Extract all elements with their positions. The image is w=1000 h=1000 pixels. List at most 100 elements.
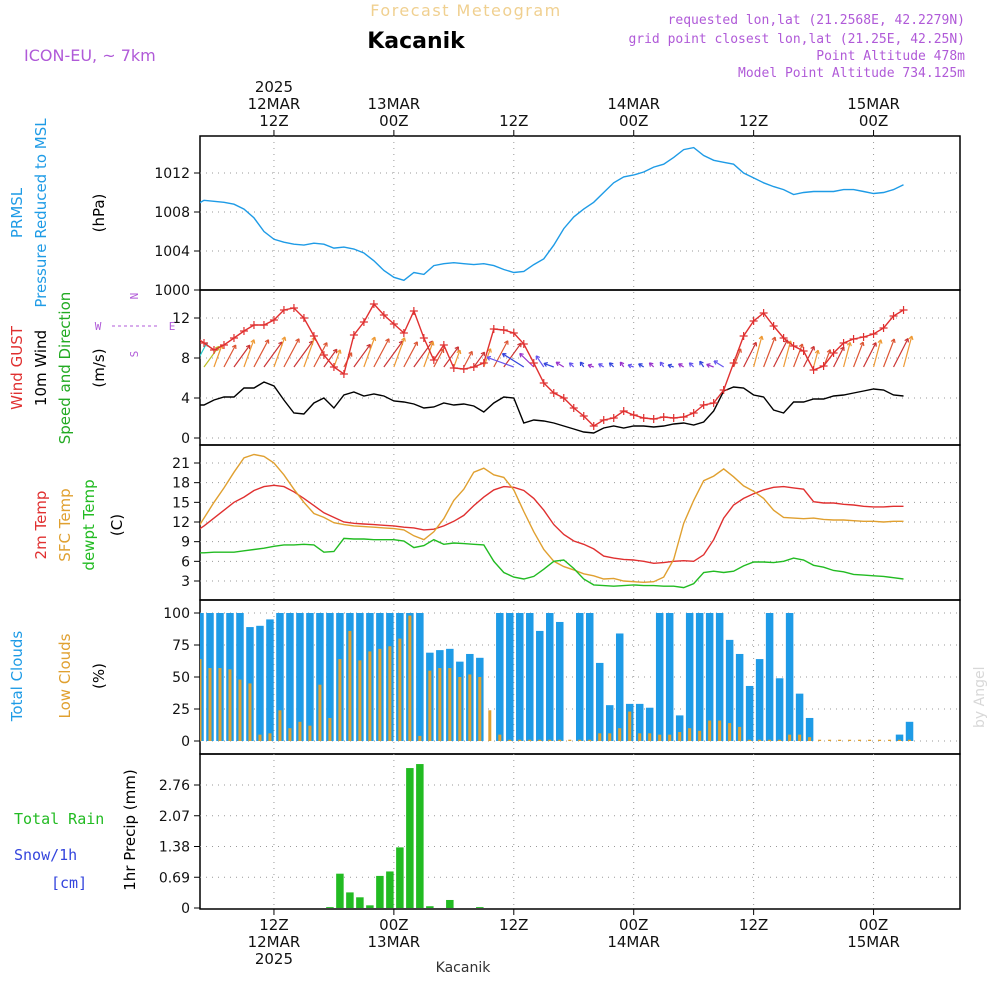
low-cloud-bar: [388, 646, 392, 741]
wind-arrow-head: [245, 344, 251, 350]
wind-gust-marker: [319, 351, 328, 359]
wind-gust-marker: [879, 324, 888, 332]
wind-gust-marker: [249, 321, 258, 329]
wind-gust-marker: [389, 320, 398, 328]
precip-bar: [476, 907, 484, 908]
wind-arrow-head: [904, 337, 909, 343]
low-cloud-bar: [548, 739, 552, 741]
wind-gust-marker: [559, 394, 568, 402]
precip-legend-label: [cm]: [51, 874, 87, 892]
top-time-label: 00Z: [619, 112, 648, 130]
wind-gust-marker: [579, 412, 588, 420]
total-cloud-bar: [316, 613, 324, 741]
wind-arrow: [813, 350, 819, 368]
low-cloud-bar: [618, 728, 622, 741]
wind-gust-marker: [469, 363, 478, 371]
total-cloud-bar: [735, 653, 744, 741]
total-cloud-bar: [895, 734, 904, 741]
wind-arrow: [233, 344, 251, 368]
precip-bar: [336, 873, 344, 908]
wind-arrow: [273, 336, 286, 368]
wind-arrow-head: [840, 346, 845, 351]
total-cloud-bar: [785, 613, 794, 741]
top-time-label: 13MAR: [368, 95, 421, 113]
wind-gust-marker: [889, 312, 898, 320]
low-cloud-bar: [448, 668, 452, 741]
low-cloud-bar: [468, 674, 472, 741]
wind-gust-marker: [759, 309, 768, 317]
wind-gust-marker: [279, 306, 288, 314]
wind-arrow: [373, 338, 390, 368]
low-cloud-bar: [428, 670, 432, 741]
compass-w: W: [95, 320, 102, 333]
wind-arrow: [333, 349, 341, 368]
low-cloud-bar: [498, 734, 502, 741]
wind-arrow: [253, 339, 270, 368]
total-cloud-bar: [685, 613, 694, 741]
y-tick-label: 1004: [154, 244, 190, 260]
wind-gust-marker: [309, 332, 318, 340]
panel-title: PRMSL: [8, 187, 26, 238]
low-cloud-bar: [588, 739, 592, 741]
low-cloud-bar: [808, 737, 812, 741]
info-line-1: requested lon,lat (21.2568E, 42.2279N): [668, 13, 965, 28]
top-time-label: 14MAR: [607, 95, 660, 113]
wind-arrow-head: [667, 363, 673, 369]
top-time-label: 15MAR: [847, 95, 900, 113]
wind-arrow-head: [468, 350, 473, 356]
low-cloud-bar: [308, 725, 312, 741]
wind-arrow: [842, 342, 851, 368]
wind-gust-line: [200, 302, 904, 427]
wind-gust-marker: [789, 342, 798, 350]
precip-bar: [386, 871, 394, 908]
low-cloud-bar: [288, 728, 292, 741]
wind-gust-marker: [729, 359, 738, 367]
wind-gust-marker: [200, 339, 208, 347]
wind-gust-marker: [519, 340, 528, 348]
wind-arrow: [543, 362, 554, 368]
wind-arrow: [763, 336, 776, 368]
panel-unit: (%): [90, 663, 108, 689]
low-cloud-bar: [728, 723, 732, 741]
panel-title: Total Clouds: [8, 631, 26, 723]
wind-arrow: [213, 344, 223, 368]
wind-arrow-head: [486, 355, 492, 361]
low-cloud-bar: [738, 726, 742, 741]
wind-arrow: [263, 341, 283, 368]
wind-arrow-head: [480, 351, 486, 357]
wind-arrow: [519, 353, 535, 368]
total-cloud-bar: [605, 705, 614, 741]
wind-arrow: [743, 342, 757, 368]
total-cloud-bar: [546, 613, 554, 741]
watermark: by Angel: [972, 667, 988, 728]
wind-arrow-head: [814, 349, 820, 355]
low-cloud-bar: [218, 668, 222, 741]
total-cloud-bar: [765, 613, 774, 741]
wind-gust-marker: [359, 318, 368, 326]
low-cloud-bar: [748, 739, 752, 741]
wind-arrow-head: [371, 336, 377, 342]
compass-n: N: [128, 293, 141, 300]
wind-arrow-head: [908, 335, 914, 341]
wind-gust-marker: [150, 364, 158, 372]
wind-gust-marker: [219, 341, 228, 349]
wind-arrow: [363, 336, 376, 368]
low-cloud-bar: [768, 739, 772, 741]
low-cloud-bar: [838, 739, 842, 741]
wind-gust-marker: [779, 334, 788, 342]
low-cloud-bar: [788, 734, 792, 741]
y-tick-label: 2.76: [159, 778, 190, 794]
precip-bar: [396, 847, 404, 908]
y-tick-label: 4: [181, 391, 190, 407]
total-cloud-bar: [775, 678, 784, 741]
total-cloud-bar: [256, 625, 264, 741]
bottom-time-label: 00Z: [379, 916, 408, 934]
wind-arrow-head: [638, 363, 643, 368]
wind-gust-marker: [619, 407, 628, 415]
y-tick-label: 0: [181, 431, 190, 447]
total-cloud-bar: [146, 621, 153, 741]
y-tick-label: 1000: [154, 283, 190, 299]
wind-arrow-head: [758, 335, 764, 341]
wind-arrow-head: [501, 353, 507, 358]
